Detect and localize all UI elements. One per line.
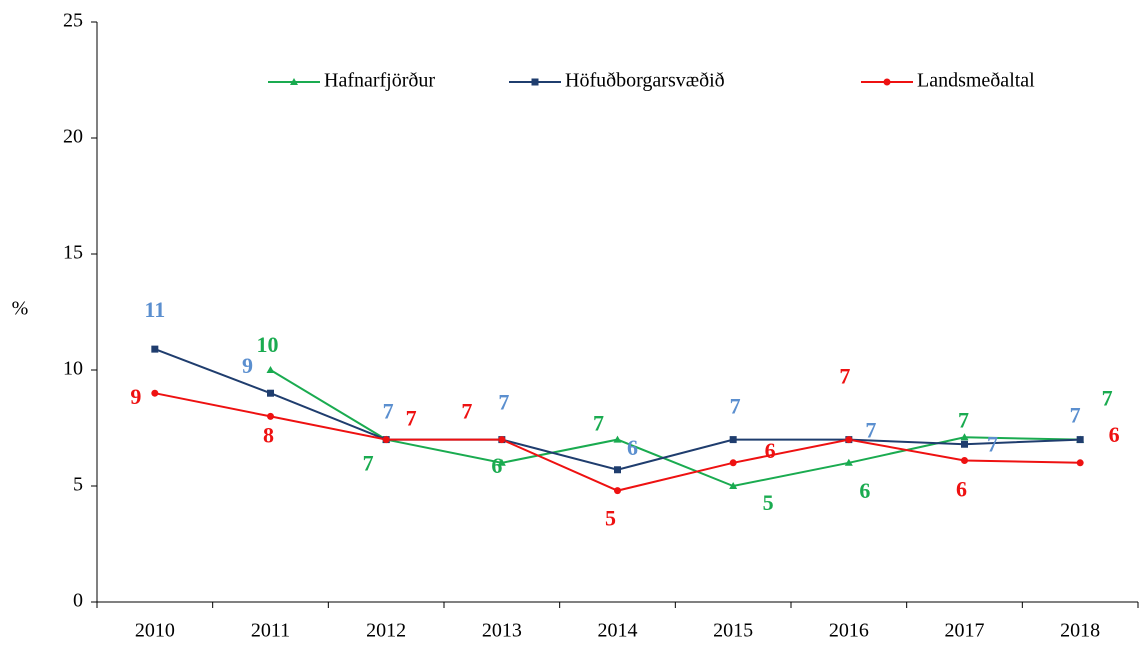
y-tick-label: 10 [63, 358, 83, 380]
y-tick-label: 25 [63, 10, 83, 32]
data-label: 7 [958, 407, 969, 432]
data-label: 5 [605, 506, 616, 531]
x-tick-label: 2010 [135, 620, 175, 642]
x-tick-label: 2016 [829, 620, 869, 642]
x-tick-label: 2011 [251, 620, 290, 642]
legend-label: Landsmeðaltal [917, 70, 1035, 92]
data-label: 7 [593, 411, 604, 436]
data-label: 7 [383, 399, 394, 424]
marker [1076, 459, 1084, 467]
x-tick-label: 2015 [713, 620, 753, 642]
data-label: 7 [1070, 403, 1081, 428]
marker [961, 456, 968, 464]
data-label: 7 [406, 406, 417, 431]
marker [844, 458, 853, 466]
legend-label: Hafnarfjörður [324, 70, 435, 92]
series-line [154, 348, 1081, 471]
data-label: 7 [839, 364, 850, 389]
y-tick-label: 0 [73, 590, 83, 612]
data-label: 7 [363, 451, 374, 476]
marker [382, 436, 390, 444]
marker [729, 459, 737, 467]
marker [151, 389, 159, 397]
marker [614, 466, 621, 474]
marker [498, 436, 506, 444]
data-label: 7 [730, 394, 741, 419]
marker [729, 482, 738, 489]
data-label: 11 [144, 297, 165, 322]
data-label: 10 [257, 332, 279, 357]
data-label: 9 [130, 384, 141, 409]
x-tick-label: 2018 [1060, 620, 1100, 642]
data-label: 6 [627, 435, 638, 460]
marker [290, 78, 298, 85]
data-label: 6 [859, 478, 870, 503]
y-tick-label: 15 [63, 242, 83, 264]
data-label: 6 [956, 477, 967, 502]
marker [729, 436, 737, 444]
marker [267, 389, 274, 397]
marker [497, 458, 506, 466]
marker [613, 435, 622, 443]
data-label: 7 [461, 399, 472, 424]
marker [845, 436, 853, 444]
marker [960, 433, 969, 441]
x-tick-label: 2017 [945, 620, 985, 642]
marker [151, 345, 159, 353]
data-label: 7 [987, 431, 998, 456]
data-label: 6 [765, 438, 776, 463]
marker [961, 440, 968, 448]
legend-label: Höfuðborgarsvæðið [565, 70, 725, 92]
y-tick-label: 20 [63, 126, 83, 148]
data-label: 6 [1109, 422, 1120, 447]
data-label: 8 [263, 422, 274, 447]
x-tick-label: 2012 [366, 620, 406, 642]
x-tick-label: 2014 [598, 620, 638, 642]
marker [1076, 436, 1084, 444]
data-label: 5 [763, 490, 774, 515]
y-axis-label: % [12, 298, 29, 320]
marker [266, 366, 275, 373]
data-label: 9 [242, 353, 253, 378]
marker [883, 78, 891, 86]
data-label: 7 [498, 390, 509, 415]
series-line [269, 369, 1081, 488]
data-label: 6 [491, 453, 502, 478]
y-tick-label: 5 [73, 474, 83, 496]
data-label: 7 [865, 418, 876, 443]
marker [614, 487, 621, 495]
data-label: 7 [1102, 386, 1113, 411]
marker [531, 78, 539, 86]
x-tick-label: 2013 [482, 620, 522, 642]
marker [267, 412, 274, 420]
